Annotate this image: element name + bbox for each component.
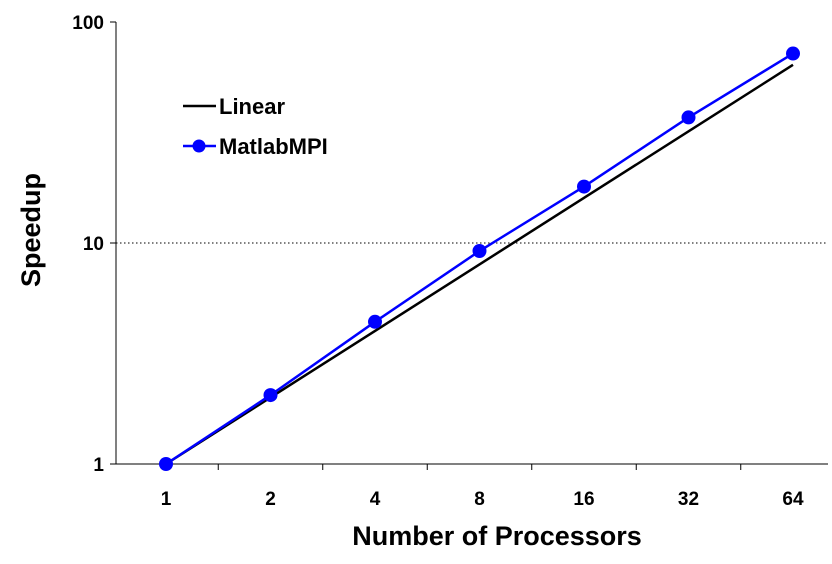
y-tick-label-100: 100 [72,13,104,34]
series-line-linear [165,63,794,466]
data-point-matlabmpi-1 [159,457,173,471]
x-tick-label-8: 8 [474,489,485,510]
x-tick-label-32: 32 [678,489,699,510]
legend-matlabmpi-label: MatlabMPI [219,134,328,159]
data-point-matlabmpi-32 [681,110,696,125]
series-layer [159,46,800,471]
y-axis-title: Speedup [16,173,46,287]
x-tick-label-16: 16 [573,489,594,510]
data-point-matlabmpi-64 [786,46,800,61]
ticks-layer: 1 10 100 1 2 4 8 16 32 64 [72,13,804,510]
legend-matlabmpi-marker [192,139,206,153]
legend-linear-label: Linear [219,94,285,119]
x-tick-label-4: 4 [370,489,381,510]
x-tick-label-2: 2 [265,489,276,510]
x-axis-title: Number of Processors [352,521,642,551]
legend: Linear MatlabMPI [183,94,328,159]
y-tick-label-10: 10 [83,234,104,255]
x-tick-label-1: 1 [161,489,172,510]
data-point-matlabmpi-8 [472,244,487,259]
data-point-matlabmpi-4 [368,314,382,329]
y-tick-label-1: 1 [93,455,104,476]
data-point-matlabmpi-16 [577,179,591,194]
x-tick-label-64: 64 [782,489,804,510]
data-point-matlabmpi-2 [263,388,278,403]
